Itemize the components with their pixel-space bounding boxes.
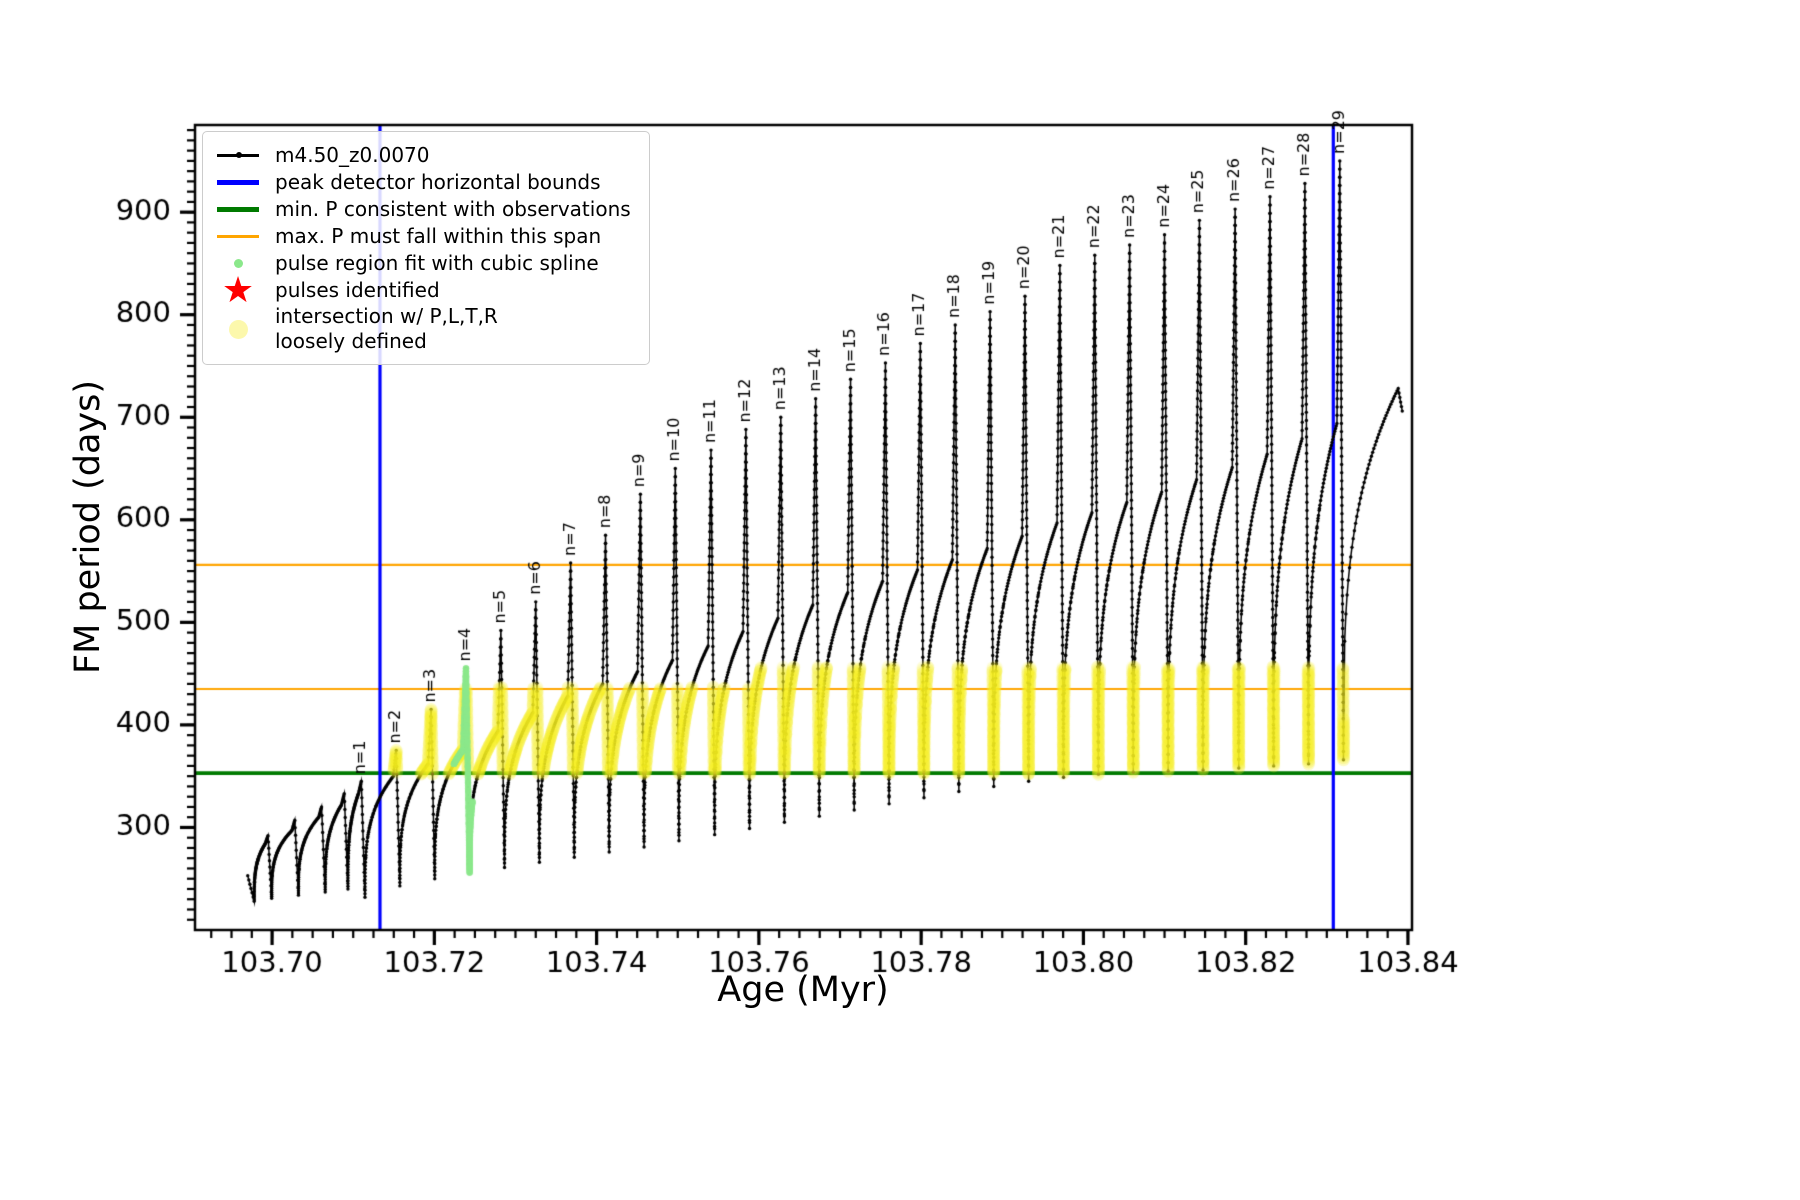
orange-line-swatch (215, 235, 261, 238)
green-line-icon (217, 207, 259, 212)
yellow-dot-swatch (215, 319, 261, 339)
green-dot-swatch (215, 259, 261, 268)
orange-line-icon (217, 235, 259, 238)
legend-label-max-p: max. P must fall within this span (275, 224, 602, 248)
green-dot-icon (233, 259, 243, 268)
legend-label-min-p: min. P consistent with observations (275, 197, 631, 221)
series-line-swatch (215, 152, 261, 159)
series-line-icon (217, 152, 259, 159)
legend-label-intersection-line2: loosely defined (275, 329, 427, 353)
yellow-dot-icon (228, 319, 248, 339)
legend-label-intersection-line1: intersection w/ P,L,T,R (275, 304, 498, 328)
legend-item-peak-bounds: peak detector horizontal bounds (215, 169, 631, 196)
star-icon: ★ (221, 270, 255, 311)
legend-label-pulses: pulses identified (275, 278, 440, 302)
legend-item-min-p: min. P consistent with observations (215, 196, 631, 223)
x-axis-label: Age (Myr) (717, 970, 889, 1010)
red-star-swatch: ★ (215, 270, 261, 311)
legend-item-intersection: intersection w/ P,L,T,R loosely defined (215, 304, 631, 354)
green-line-swatch (215, 207, 261, 212)
legend: m4.50_z0.0070 peak detector horizontal b… (202, 131, 650, 365)
y-axis-label: FM period (days) (68, 380, 108, 674)
legend-item-pulses: ★ pulses identified (215, 270, 631, 311)
legend-label-peak-bounds: peak detector horizontal bounds (275, 170, 601, 194)
series-marker-dot-icon (236, 152, 242, 159)
blue-line-icon (217, 180, 259, 185)
legend-item-series: m4.50_z0.0070 (215, 142, 631, 169)
legend-item-max-p: max. P must fall within this span (215, 223, 631, 250)
legend-label-intersection: intersection w/ P,L,T,R loosely defined (275, 304, 498, 354)
blue-line-swatch (215, 180, 261, 185)
legend-item-spline: pulse region fit with cubic spline (215, 250, 631, 277)
legend-label-spline: pulse region fit with cubic spline (275, 251, 599, 275)
legend-label-series: m4.50_z0.0070 (275, 143, 430, 167)
